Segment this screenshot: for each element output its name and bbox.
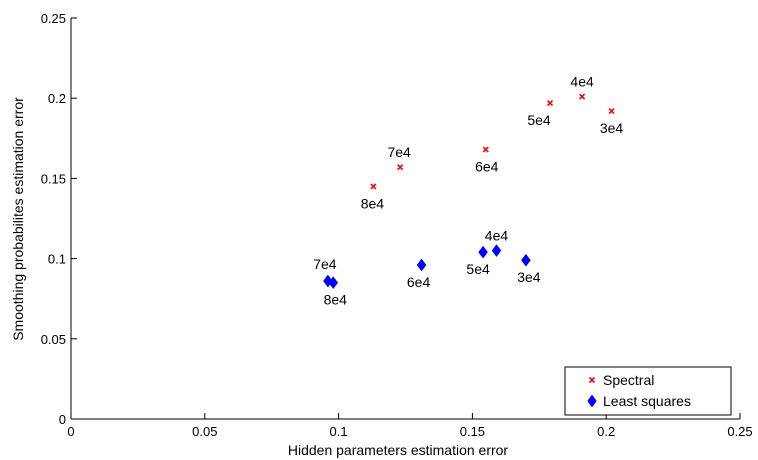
legend-least-squares-label: Least squares (603, 393, 691, 409)
point-label: 7e4 (313, 256, 337, 272)
spectral-point (370, 183, 377, 190)
legend-spectral-label: Spectral (603, 372, 654, 388)
point-label: 4e4 (485, 228, 509, 244)
least-squares-point (521, 253, 531, 267)
least-squares-point (416, 258, 427, 272)
legend-spectral-marker-icon (588, 376, 596, 384)
spectral-point (608, 107, 615, 115)
x-tick-label: 0.2 (597, 424, 615, 439)
legend-diamond-marker (587, 394, 597, 408)
point-label: 8e4 (361, 195, 385, 211)
x-tick-label: 0.1 (330, 424, 348, 439)
spectral-point (579, 93, 586, 100)
y-tick-label: 0.15 (41, 171, 66, 186)
x-tick-label: 0.25 (727, 424, 752, 439)
y-tick-label: 0.2 (48, 91, 66, 106)
legend: Spectral Least squares (564, 366, 732, 416)
spectral-point (546, 99, 554, 107)
legend-box (564, 366, 732, 416)
point-label: 3e4 (517, 269, 541, 285)
spectral-point (397, 164, 404, 171)
legend-x-marker (588, 376, 596, 384)
point-labels: 3e4 4e4 5e4 6e4 7e4 8e4 3e4 4e4 5e4 6e4 7e4 8e4 (313, 74, 623, 308)
y-tick-label: 0 (59, 412, 66, 427)
y-tick-label: 0.05 (41, 332, 66, 347)
point-label: 6e4 (475, 159, 499, 175)
point-label: 6e4 (407, 274, 431, 290)
x-tick-label: 0.05 (192, 424, 217, 439)
spectral-point (482, 146, 489, 153)
point-label: 5e4 (527, 112, 551, 128)
least-squares-point (478, 245, 488, 259)
legend-least-squares-marker-icon (587, 394, 597, 408)
point-label: 5e4 (466, 261, 490, 277)
least-squares-point (328, 276, 339, 290)
y-axis-title: Smoothing probabilites estimation error (10, 97, 26, 341)
point-label: 4e4 (570, 74, 594, 90)
x-tick-label: 0 (67, 424, 74, 439)
data-marks (323, 93, 615, 290)
axes: 0 0.05 0.1 0.15 0.2 0.25 0 0.05 0.1 0.15 0.2 0.25 (41, 11, 753, 439)
x-axis-title: Hidden parameters estimation error (288, 442, 509, 458)
point-label: 3e4 (600, 120, 624, 136)
x-tick-label: 0.15 (460, 424, 485, 439)
point-label: 8e4 (324, 292, 348, 308)
point-label: 7e4 (387, 144, 411, 160)
y-tick-label: 0.25 (41, 11, 66, 26)
least-squares-point (491, 244, 502, 257)
y-tick-label: 0.1 (48, 252, 66, 267)
